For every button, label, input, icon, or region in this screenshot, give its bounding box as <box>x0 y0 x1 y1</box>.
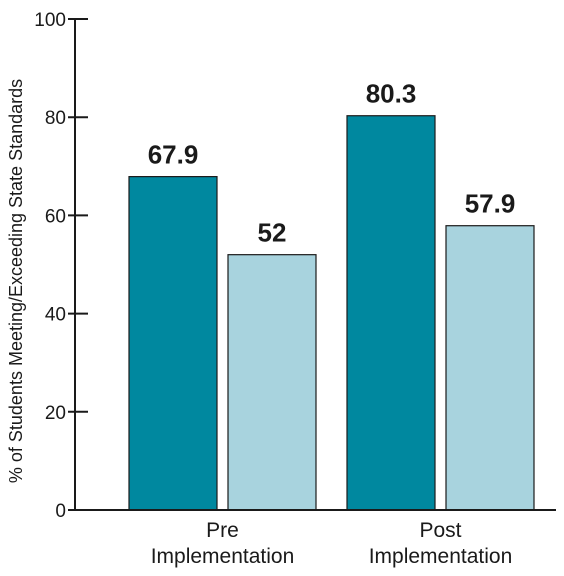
y-tick-label: 20 <box>45 403 66 424</box>
x-category-label: Pre Implementation <box>151 519 295 568</box>
y-axis-label: % of Students Meeting/Exceeding State St… <box>6 79 26 483</box>
y-tick-label: 100 <box>34 10 66 31</box>
bars <box>128 115 535 511</box>
bar <box>227 254 317 511</box>
bar <box>346 115 436 511</box>
y-axis-label-group: % of Students Meeting/Exceeding State St… <box>6 79 26 483</box>
x-category-label: Post Implementation <box>369 519 513 568</box>
data-label: 57.9 <box>465 189 516 219</box>
y-tick-label: 60 <box>45 206 66 227</box>
data-label: 52 <box>258 218 287 248</box>
bar <box>445 225 535 511</box>
data-label: 67.9 <box>148 140 199 170</box>
y-tick-label: 0 <box>55 501 66 522</box>
y-tick-label: 80 <box>45 108 66 129</box>
bar <box>128 176 218 511</box>
category-labels: Pre Implementation Post Implementation <box>151 519 513 568</box>
data-label: 80.3 <box>366 79 417 109</box>
y-tick-label: 40 <box>45 305 66 326</box>
data-labels: 67.9 80.3 52 57.9 <box>148 79 516 248</box>
y-axis-ticks: 0 20 40 60 80 100 <box>34 10 88 522</box>
